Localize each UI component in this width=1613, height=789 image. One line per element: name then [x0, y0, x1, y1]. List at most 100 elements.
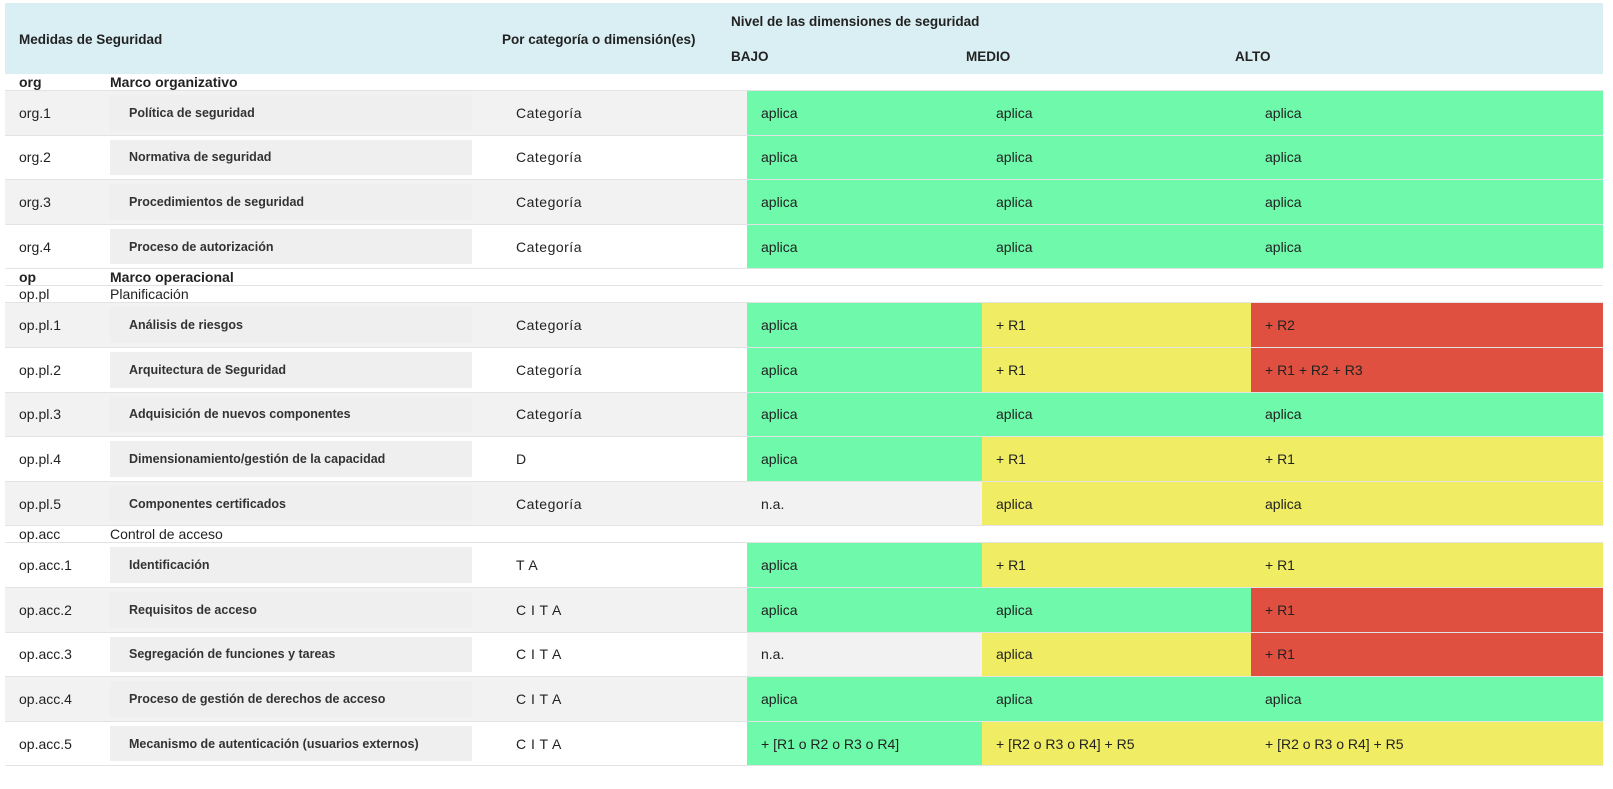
table-row: op.pl.2 Arquitectura de Seguridad Categorí… — [5, 347, 1603, 393]
level-low-cell: aplica — [747, 135, 982, 180]
measure-category: Categoría — [516, 495, 582, 512]
measure-name: Segregación de funciones y tareas — [110, 636, 472, 673]
section-code: op.pl — [19, 286, 50, 303]
measure-name-cell: Adquisición de nuevos componentes — [110, 393, 502, 437]
table-row: op.acc.2 Requisitos de acceso C I T A aplic… — [5, 587, 1603, 633]
measure-name-cell: Identificación — [110, 543, 502, 587]
level-low-cell: + [R1 o R2 o R3 o R4] — [747, 721, 982, 766]
measure-name-cell: Procedimientos de seguridad — [110, 180, 502, 224]
level-medium-cell: aplica — [982, 632, 1251, 677]
measure-category: Categoría — [516, 406, 582, 423]
level-low-cell: aplica — [747, 437, 982, 481]
level-low-cell: aplica — [747, 180, 982, 224]
measure-code: op.acc.1 — [19, 557, 72, 574]
level-medium-cell: aplica — [982, 224, 1251, 269]
level-medium-cell: aplica — [982, 677, 1251, 721]
measure-name-cell: Arquitectura de Seguridad — [110, 348, 502, 392]
measure-category: C I T A — [516, 735, 562, 752]
level-low-cell: aplica — [747, 347, 982, 392]
level-medium-cell: + R1 — [982, 303, 1251, 347]
section-code: org — [19, 74, 42, 90]
section-title: Planificación — [110, 286, 189, 303]
section-row: op.pl Planificación — [5, 286, 1603, 304]
table-row: org.2 Normativa de seguridad Categoría apli… — [5, 135, 1603, 181]
measure-name: Política de seguridad — [110, 95, 472, 131]
measure-name-cell: Mecanismo de autenticación (usuarios ext… — [110, 722, 502, 766]
level-low-cell: aplica — [747, 303, 982, 347]
measure-name: Proceso de autorización — [110, 228, 472, 265]
measure-name-cell: Proceso de gestión de derechos de acceso — [110, 677, 502, 721]
level-low-cell: aplica — [747, 543, 982, 587]
measure-category: Categoría — [516, 361, 582, 378]
level-high-cell: + R1 — [1251, 587, 1603, 632]
header-level-medium: MEDIO — [966, 49, 1011, 64]
header-levels: Nivel de las dimensiones de seguridad — [731, 14, 980, 29]
measure-code: op.acc.2 — [19, 601, 72, 618]
measure-name: Procedimientos de seguridad — [110, 184, 472, 220]
measure-code: org.2 — [19, 149, 51, 166]
measure-name: Componentes certificados — [110, 485, 472, 522]
level-medium-cell: aplica — [982, 91, 1251, 135]
level-low-cell: aplica — [747, 91, 982, 135]
level-low-cell: aplica — [747, 392, 982, 437]
level-low-cell: aplica — [747, 587, 982, 632]
level-medium-cell: + R1 — [982, 543, 1251, 587]
level-high-cell: + R1 + R2 + R3 — [1251, 347, 1603, 392]
level-medium-cell: + R1 — [982, 347, 1251, 392]
measure-code: op.acc.3 — [19, 646, 72, 663]
header-category: Por categoría o dimensión(es) — [502, 32, 696, 47]
measure-code: op.acc.5 — [19, 735, 72, 752]
measure-name: Análisis de riesgos — [110, 307, 472, 343]
measure-name: Normativa de seguridad — [110, 139, 472, 176]
measure-code: org.1 — [19, 104, 51, 121]
measure-code: op.pl.4 — [19, 450, 62, 467]
section-row: op.acc Control de acceso — [5, 526, 1603, 544]
section-title: Control de acceso — [110, 526, 223, 543]
measure-category: C I T A — [516, 601, 562, 618]
section-row: op Marco operacional — [5, 269, 1603, 287]
table-row: op.pl.4 Dimensionamiento/gestión de la ca… — [5, 437, 1603, 482]
measure-category: C I T A — [516, 690, 562, 707]
section-title: Marco operacional — [110, 269, 234, 286]
measure-code: op.pl.3 — [19, 406, 62, 423]
measure-name-cell: Proceso de autorización — [110, 225, 502, 269]
measure-name-cell: Política de seguridad — [110, 91, 502, 135]
level-high-cell: + [R2 o R3 o R4] + R5 — [1251, 721, 1603, 766]
measure-category: T A — [516, 557, 539, 574]
level-high-cell: aplica — [1251, 677, 1603, 721]
measure-code: op.pl.5 — [19, 495, 62, 512]
measure-code: org.3 — [19, 193, 51, 210]
table-body: org Marco organizativo org.1 Política de se… — [5, 74, 1608, 767]
measure-name-cell: Normativa de seguridad — [110, 136, 502, 180]
level-high-cell: aplica — [1251, 481, 1603, 526]
table-row: op.pl.1 Análisis de riesgos Categoría aplic… — [5, 303, 1603, 348]
level-high-cell: + R2 — [1251, 303, 1603, 347]
table-row: org.4 Proceso de autorización Categoría apl… — [5, 224, 1603, 270]
level-medium-cell: aplica — [982, 392, 1251, 437]
level-medium-cell: aplica — [982, 180, 1251, 224]
level-medium-cell: aplica — [982, 587, 1251, 632]
level-high-cell: aplica — [1251, 135, 1603, 180]
measure-code: op.pl.1 — [19, 317, 62, 334]
level-high-cell: + R1 — [1251, 437, 1603, 481]
level-low-cell: n.a. — [747, 632, 982, 677]
table-row: op.acc.5 Mecanismo de autenticación (usua… — [5, 721, 1603, 767]
header-measures: Medidas de Seguridad — [19, 32, 163, 47]
level-medium-cell: + R1 — [982, 437, 1251, 481]
table-header: Medidas de Seguridad Por categoría o dim… — [5, 3, 1603, 74]
level-high-cell: aplica — [1251, 91, 1603, 135]
measure-code: op.pl.2 — [19, 361, 62, 378]
measure-category: D — [516, 450, 527, 467]
measure-name-cell: Componentes certificados — [110, 482, 502, 526]
measure-name-cell: Requisitos de acceso — [110, 588, 502, 632]
section-row: org Marco organizativo — [5, 74, 1603, 91]
level-low-cell: aplica — [747, 677, 982, 721]
section-code: op.acc — [19, 526, 61, 543]
level-medium-cell: aplica — [982, 481, 1251, 526]
measure-name-cell: Dimensionamiento/gestión de la capacidad — [110, 437, 502, 481]
measure-name: Arquitectura de Seguridad — [110, 351, 472, 388]
measure-name: Proceso de gestión de derechos de acceso — [110, 681, 472, 717]
measure-name: Identificación — [110, 547, 472, 583]
header-level-high: ALTO — [1235, 49, 1271, 64]
